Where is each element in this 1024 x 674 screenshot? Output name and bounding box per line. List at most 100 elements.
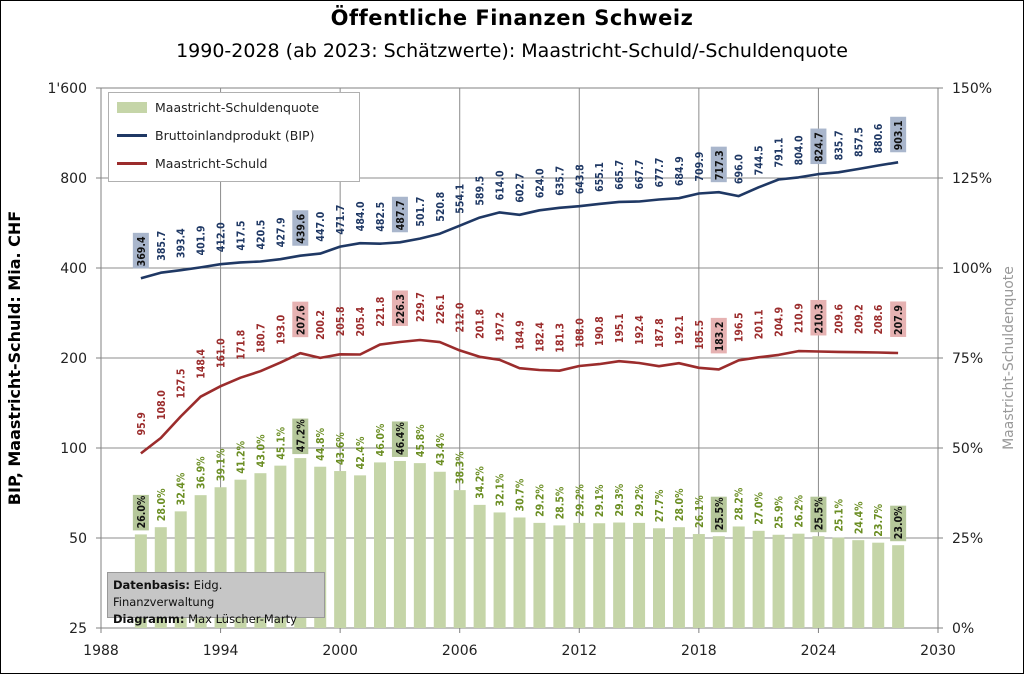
bar-schuldenquote	[413, 463, 426, 628]
data-label-maastricht-schuld: 229.7	[415, 292, 427, 322]
data-label-schuldenquote: 32.4%	[176, 472, 188, 505]
data-label-bip: 412.0	[216, 222, 228, 252]
data-label-bip: 655.1	[594, 162, 606, 192]
data-label-bip: 385.7	[156, 231, 168, 261]
bar-schuldenquote	[732, 526, 745, 628]
line-bip	[140, 161, 899, 280]
data-label-schuldenquote: 27.0%	[754, 491, 766, 524]
data-label-schuldenquote: 30.7%	[515, 478, 527, 511]
data-label-bip-highlight	[391, 196, 408, 233]
y2-tick-label: 0%	[952, 621, 974, 637]
data-label-maastricht-schuld: 161.0	[216, 338, 228, 368]
bar-schuldenquote	[872, 542, 885, 628]
data-label-bip: 501.7	[415, 197, 427, 227]
bar-schuldenquote	[812, 536, 825, 628]
bar-schuldenquote	[772, 534, 785, 628]
y-tick-label: 50	[69, 531, 87, 547]
data-label-bip: 791.1	[774, 138, 786, 168]
bar-schuldenquote	[334, 471, 347, 628]
bar-schuldenquote	[533, 522, 546, 628]
bar-schuldenquote	[393, 460, 406, 628]
data-label-maastricht-schuld: 192.4	[634, 315, 646, 345]
data-label-maastricht-schuld: 196.5	[734, 312, 746, 342]
data-label-bip: 484.0	[355, 201, 367, 231]
data-label-schuldenquote: 41.2%	[236, 440, 248, 473]
data-label-maastricht-schuld: 210.9	[794, 303, 806, 333]
bar-schuldenquote	[453, 490, 466, 628]
data-label-maastricht-schuld: 201.8	[475, 309, 487, 339]
y-axis-title: BIP, Maastricht-Schuld: Mia. CHF	[5, 211, 24, 505]
data-label-maastricht-schuld: 205.8	[335, 306, 347, 336]
data-label-schuldenquote: 34.2%	[475, 466, 487, 499]
data-label-bip: 369.4	[136, 236, 148, 266]
data-label-schuldenquote: 42.4%	[355, 436, 367, 469]
data-label-maastricht-schuld: 226.3	[395, 294, 407, 324]
data-label-bip: 427.9	[275, 217, 287, 247]
data-label-schuldenquote-highlight	[710, 496, 727, 533]
data-label-bip: 589.5	[475, 176, 487, 206]
data-label-schuldenquote-highlight	[292, 418, 309, 455]
y2-tick-label: 25%	[952, 531, 983, 547]
y2-tick-label: 125%	[952, 171, 992, 187]
data-label-bip-highlight	[710, 146, 727, 183]
data-label-maastricht-schuld: 148.4	[196, 348, 208, 378]
data-label-maastricht-schuld-highlight	[890, 301, 907, 337]
data-label-bip: 554.1	[455, 184, 467, 214]
legend-label-bip: Bruttoinlandprodukt (BIP)	[155, 127, 315, 143]
data-label-maastricht-schuld: 188.0	[574, 318, 586, 348]
legend-item-debt: Maastricht-Schuld	[117, 153, 267, 173]
data-label-maastricht-schuld: 182.4	[534, 322, 546, 352]
y-tick-label: 800	[60, 171, 87, 187]
data-label-maastricht-schuld-highlight	[391, 290, 408, 326]
data-label-schuldenquote: 28.0%	[674, 488, 686, 521]
legend-label-debt: Maastricht-Schuld	[155, 155, 268, 171]
data-label-maastricht-schuld: 197.2	[495, 312, 507, 342]
source-line-2: Diagramm: Max Lüscher-Marty	[113, 611, 319, 628]
data-label-bip: 744.5	[754, 145, 766, 175]
data-label-schuldenquote: 44.8%	[315, 427, 327, 460]
data-label-bip: 665.7	[614, 160, 626, 190]
bar-schuldenquote	[354, 475, 367, 628]
data-label-schuldenquote: 29.3%	[614, 483, 626, 516]
data-label-maastricht-schuld: 95.9	[136, 412, 148, 435]
data-label-maastricht-schuld: 181.3	[554, 323, 566, 353]
legend-swatch-debt	[117, 161, 147, 165]
bar-schuldenquote	[852, 540, 865, 628]
y-tick-label: 400	[60, 261, 87, 277]
data-label-schuldenquote: 28.0%	[156, 488, 168, 521]
data-label-bip: 903.1	[893, 120, 905, 150]
data-label-schuldenquote: 29.2%	[574, 484, 586, 517]
y-tick-label: 200	[60, 351, 87, 367]
bar-schuldenquote	[553, 525, 566, 628]
bar-schuldenquote	[653, 528, 665, 628]
data-label-maastricht-schuld: 209.6	[833, 304, 845, 334]
chart-subtitle: 1990-2028 (ab 2023: Schätzwerte): Maastr…	[176, 40, 848, 62]
data-label-maastricht-schuld: 108.0	[156, 390, 168, 420]
data-label-bip: 393.4	[176, 228, 188, 258]
data-label-schuldenquote: 26.0%	[136, 495, 148, 528]
data-label-maastricht-schuld: 192.1	[674, 315, 686, 345]
data-label-bip: 614.0	[495, 170, 507, 200]
data-label-bip-highlight	[132, 232, 149, 269]
data-label-bip: 447.0	[315, 211, 327, 241]
source-value-1: Eidg. Finanzverwaltung	[113, 578, 223, 609]
data-label-maastricht-schuld: 201.1	[754, 309, 766, 339]
data-label-bip: 643.8	[574, 164, 586, 194]
data-label-schuldenquote: 29.1%	[594, 484, 606, 517]
bar-schuldenquote	[573, 522, 586, 628]
data-label-bip: 880.6	[873, 123, 885, 153]
bar-schuldenquote	[752, 530, 765, 628]
data-label-bip: 804.0	[794, 135, 806, 165]
data-label-bip: 696.0	[734, 154, 746, 184]
data-label-bip: 824.7	[813, 132, 825, 162]
data-label-schuldenquote: 45.1%	[275, 426, 287, 459]
data-label-maastricht-schuld: 185.5	[694, 320, 706, 350]
data-label-schuldenquote: 45.8%	[415, 424, 427, 457]
source-label-2: Diagramm:	[113, 612, 185, 626]
data-label-maastricht-schuld-highlight	[810, 299, 827, 336]
legend-item-quote: Maastricht-Schuldenquote	[117, 97, 319, 117]
data-label-maastricht-schuld: 210.3	[813, 304, 825, 334]
data-label-schuldenquote: 25.5%	[813, 497, 825, 530]
data-label-bip: 857.5	[853, 127, 865, 157]
